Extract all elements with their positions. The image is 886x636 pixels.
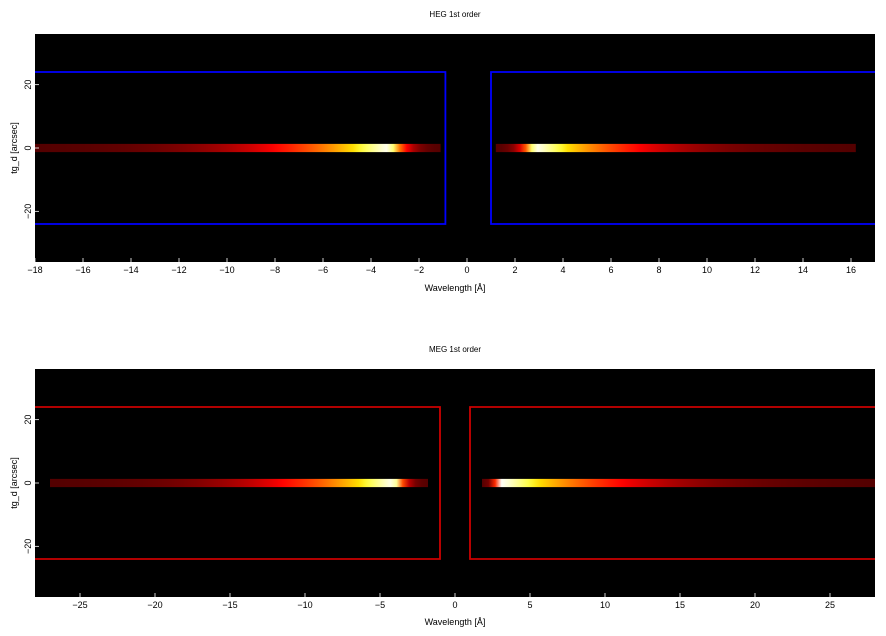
meg-x-tick-label: 20 (750, 600, 760, 610)
heg-y-ticks: −20 0 20 (23, 80, 39, 219)
meg-y-tick-label: 20 (23, 415, 33, 425)
heg-x-tick-label: 12 (750, 265, 760, 275)
meg-y-tick-label: 0 (23, 480, 33, 485)
meg-y-ticks: −20 0 20 (23, 415, 39, 554)
heg-region-negative (35, 71, 447, 225)
heg-x-tick-label: −6 (318, 265, 328, 275)
meg-title: MEG 1st order (429, 345, 481, 354)
heg-x-tick-label: 2 (512, 265, 517, 275)
meg-x-ticks: −25 −20 −15 −10 −5 0 5 10 15 20 25 (72, 593, 835, 610)
meg-x-tick-label: 0 (452, 600, 457, 610)
meg-x-tick-label: −10 (297, 600, 312, 610)
heg-title: HEG 1st order (429, 10, 480, 19)
heg-x-tick-label: −18 (27, 265, 42, 275)
meg-y-axis-label: tg_d [arcsec] (9, 457, 19, 509)
heg-streak-positive (495, 143, 856, 153)
meg-x-axis-label: Wavelength [Å] (425, 617, 486, 627)
heg-x-tick-label: −2 (414, 265, 424, 275)
meg-x-tick-label: 25 (825, 600, 835, 610)
heg-x-tick-label: 6 (608, 265, 613, 275)
heg-x-tick-label: 14 (798, 265, 808, 275)
heg-streaks (35, 143, 856, 153)
meg-streaks (50, 478, 875, 488)
meg-region-positive (469, 406, 875, 560)
heg-x-axis-label: Wavelength [Å] (425, 283, 486, 293)
heg-y-tick-label: −20 (23, 204, 33, 219)
heg-x-tick-label: −8 (270, 265, 280, 275)
heg-x-tick-label: 4 (560, 265, 565, 275)
meg-y-tick-label: −20 (23, 539, 33, 554)
heg-x-tick-label: 8 (656, 265, 661, 275)
heg-y-tick-label: 0 (23, 145, 33, 150)
heg-x-tick-label: −16 (75, 265, 90, 275)
heg-x-tick-label: 16 (846, 265, 856, 275)
meg-streak-negative (50, 478, 428, 488)
meg-x-tick-label: −25 (72, 600, 87, 610)
meg-streak-positive (482, 478, 875, 488)
meg-x-tick-label: −15 (222, 600, 237, 610)
heg-regions (35, 71, 875, 225)
heg-x-ticks: −18 −16 −14 −12 −10 −8 −6 −4 −2 0 2 4 6 8 10 12 14 16 (27, 258, 856, 275)
heg-x-tick-label: −4 (366, 265, 376, 275)
heg-region-positive (490, 71, 875, 225)
meg-x-tick-label: 15 (675, 600, 685, 610)
meg-x-tick-label: −5 (375, 600, 385, 610)
heg-y-axis-label: tg_d [arcsec] (9, 122, 19, 174)
heg-x-tick-label: 10 (702, 265, 712, 275)
heg-panel: HEG 1st order −18 −16 −14 −12 −10 −8 −6 −4 −2 0 2 4… (9, 10, 875, 293)
meg-regions (35, 406, 875, 560)
meg-panel: MEG 1st order −25 −20 −15 −10 −5 0 5 10 15 20 25 −… (9, 345, 875, 627)
heg-y-tick-label: 20 (23, 80, 33, 90)
meg-x-tick-label: −20 (147, 600, 162, 610)
meg-x-tick-label: 10 (600, 600, 610, 610)
heg-x-tick-label: −14 (123, 265, 138, 275)
heg-x-tick-label: −12 (171, 265, 186, 275)
heg-x-tick-label: 0 (464, 265, 469, 275)
heg-x-tick-label: −10 (219, 265, 234, 275)
meg-x-tick-label: 5 (527, 600, 532, 610)
meg-region-negative (35, 406, 441, 560)
heg-streak-negative (35, 143, 441, 153)
